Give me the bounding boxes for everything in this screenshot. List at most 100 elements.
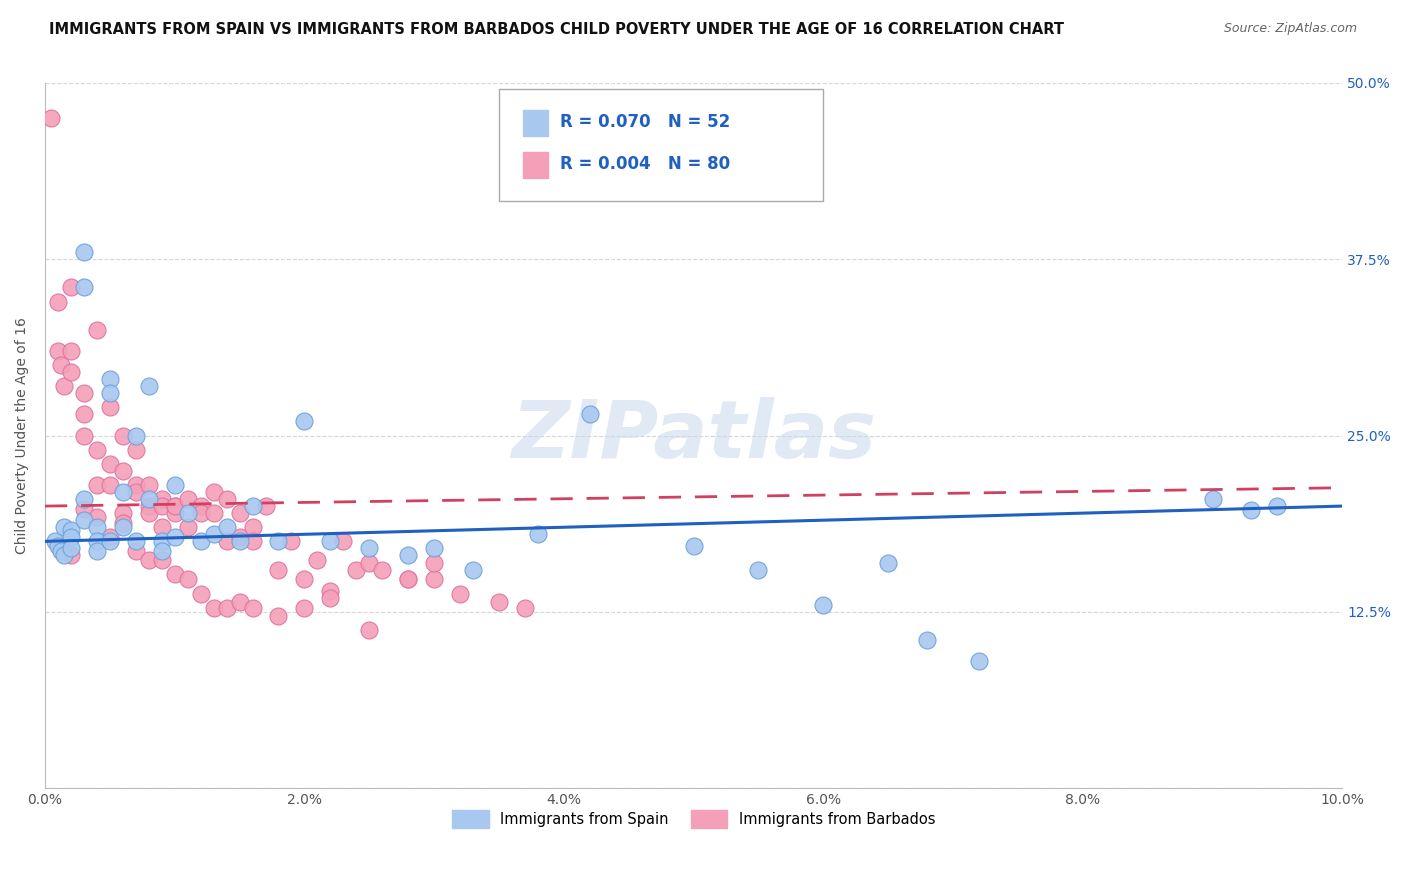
Point xyxy=(86,323,108,337)
Point xyxy=(125,485,148,500)
Point xyxy=(111,428,134,442)
Point xyxy=(138,491,160,506)
Point xyxy=(294,600,316,615)
Point xyxy=(163,478,186,492)
Point xyxy=(150,520,173,534)
Point xyxy=(138,506,160,520)
Point xyxy=(396,573,419,587)
Point xyxy=(150,534,173,549)
Point xyxy=(359,624,381,638)
Point xyxy=(111,520,134,534)
Point xyxy=(190,534,212,549)
Point xyxy=(228,530,250,544)
Point xyxy=(111,516,134,530)
Point xyxy=(267,534,290,549)
Point xyxy=(98,478,121,492)
Point xyxy=(682,539,704,553)
Point xyxy=(371,563,394,577)
Point xyxy=(59,541,82,556)
Point xyxy=(46,294,69,309)
Point xyxy=(49,358,72,372)
Point xyxy=(1267,499,1289,513)
Point xyxy=(423,556,446,570)
Point xyxy=(579,408,602,422)
Point xyxy=(125,544,148,558)
Point xyxy=(138,478,160,492)
Point xyxy=(267,609,290,624)
Point xyxy=(138,552,160,566)
Point xyxy=(344,563,367,577)
Point xyxy=(46,343,69,358)
Point xyxy=(73,408,96,422)
Point xyxy=(967,654,990,668)
Legend: Immigrants from Spain, Immigrants from Barbados: Immigrants from Spain, Immigrants from B… xyxy=(446,805,941,834)
Point xyxy=(53,520,76,534)
Point xyxy=(73,428,96,442)
Point xyxy=(319,534,342,549)
Point xyxy=(1201,491,1223,506)
Point xyxy=(228,506,250,520)
Point xyxy=(359,541,381,556)
Point xyxy=(190,506,212,520)
Point xyxy=(59,343,82,358)
Text: IMMIGRANTS FROM SPAIN VS IMMIGRANTS FROM BARBADOS CHILD POVERTY UNDER THE AGE OF: IMMIGRANTS FROM SPAIN VS IMMIGRANTS FROM… xyxy=(49,22,1064,37)
Point xyxy=(73,386,96,401)
Point xyxy=(59,280,82,294)
Point xyxy=(242,600,264,615)
Point xyxy=(190,499,212,513)
Point xyxy=(98,530,121,544)
Point xyxy=(176,573,198,587)
Point xyxy=(423,541,446,556)
Text: ZIPatlas: ZIPatlas xyxy=(512,397,876,475)
Point xyxy=(176,520,198,534)
Point xyxy=(527,527,550,541)
Text: R = 0.070   N = 52: R = 0.070 N = 52 xyxy=(560,113,730,131)
Point xyxy=(176,491,198,506)
Point xyxy=(53,379,76,393)
Point xyxy=(163,499,186,513)
Point xyxy=(59,549,82,563)
Point xyxy=(150,544,173,558)
Point xyxy=(150,552,173,566)
Point xyxy=(202,527,225,541)
Point xyxy=(423,573,446,587)
Point xyxy=(332,534,354,549)
Point xyxy=(228,595,250,609)
Point xyxy=(228,534,250,549)
Point xyxy=(294,573,316,587)
Point xyxy=(98,386,121,401)
Point xyxy=(190,586,212,600)
Point xyxy=(59,365,82,379)
Point xyxy=(461,563,484,577)
Point xyxy=(86,544,108,558)
Point xyxy=(176,506,198,520)
Point xyxy=(111,464,134,478)
Point xyxy=(319,591,342,605)
Point xyxy=(163,499,186,513)
Point xyxy=(449,586,471,600)
Point xyxy=(163,530,186,544)
Point xyxy=(125,478,148,492)
Point xyxy=(396,549,419,563)
Point xyxy=(98,372,121,386)
Point xyxy=(86,520,108,534)
Point xyxy=(49,544,72,558)
Point xyxy=(125,428,148,442)
Point xyxy=(307,552,329,566)
Point xyxy=(150,491,173,506)
Point xyxy=(294,414,316,428)
Point xyxy=(98,534,121,549)
Point xyxy=(41,112,63,126)
Point xyxy=(215,520,238,534)
Y-axis label: Child Poverty Under the Age of 16: Child Poverty Under the Age of 16 xyxy=(15,318,30,554)
Point xyxy=(59,523,82,537)
Point xyxy=(488,595,510,609)
Point xyxy=(202,506,225,520)
Point xyxy=(73,245,96,260)
Point xyxy=(125,442,148,457)
Point xyxy=(86,510,108,524)
Point xyxy=(73,280,96,294)
Point xyxy=(73,502,96,516)
Point xyxy=(44,534,66,549)
Point xyxy=(215,534,238,549)
